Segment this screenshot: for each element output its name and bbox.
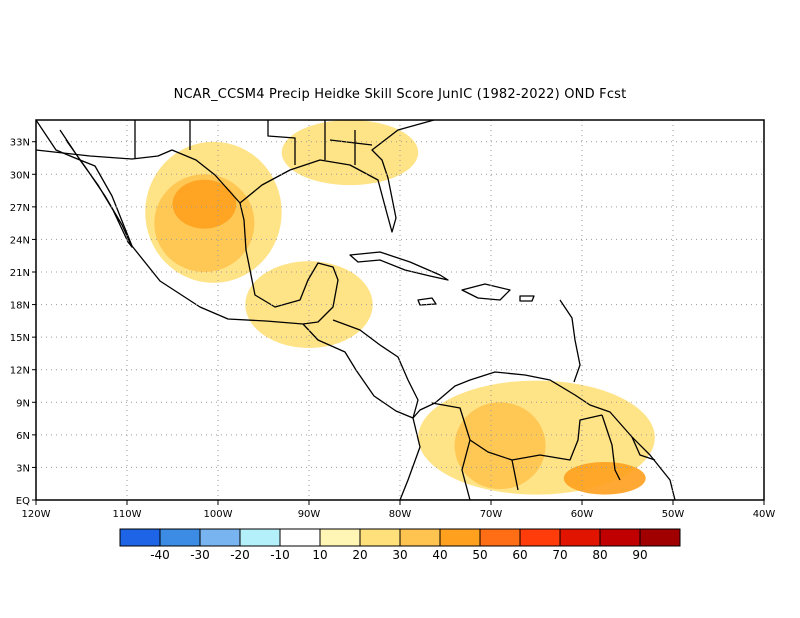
colorbar-box — [519, 528, 561, 547]
coastline-baja — [59, 129, 133, 248]
colorbar-label: 30 — [392, 548, 407, 562]
colorbar: -40 -30 -20 -10 10 20 30 40 50 60 70 80 90 — [119, 528, 681, 562]
colorbar-box — [159, 528, 201, 547]
axis-ticks: 120W 110W 100W 90W 80W 70W 60W 50W 40W EQ 3N 6N 9N 12… — [10, 138, 776, 520]
colorbar-box — [239, 528, 281, 547]
coastline-jamaica — [417, 297, 437, 306]
colorbar-label: -20 — [230, 548, 250, 562]
colorbar-label: 10 — [312, 548, 327, 562]
lon-tick-label: 80W — [389, 509, 412, 520]
gridlines — [36, 120, 764, 500]
lat-tick-label: 21N — [10, 268, 30, 279]
skill-region — [245, 261, 373, 349]
lon-tick-label: 100W — [204, 509, 233, 520]
lon-tick-label: 90W — [298, 509, 321, 520]
lon-tick-label: 50W — [662, 509, 685, 520]
colorbar-box — [559, 528, 601, 547]
border-us-states — [134, 120, 373, 165]
coastline-antilles — [559, 299, 581, 383]
lat-tick-label: 30N — [10, 170, 30, 181]
border-south-america — [431, 402, 656, 500]
border-us-mexico — [36, 149, 241, 204]
lat-tick-label: 3N — [16, 463, 30, 474]
coastlines — [36, 120, 676, 500]
skill-region — [172, 179, 237, 229]
colorbar-box — [399, 528, 441, 547]
colorbar-label: -30 — [190, 548, 210, 562]
colorbar-box — [599, 528, 641, 547]
skill-region — [454, 402, 546, 490]
colorbar-label: 90 — [632, 548, 647, 562]
lat-tick-label: 27N — [10, 203, 30, 214]
colorbar-box — [279, 528, 321, 547]
colorbar-label: -40 — [150, 548, 170, 562]
colorbar-label: -10 — [270, 548, 290, 562]
colorbar-label: 80 — [592, 548, 607, 562]
colorbar-box — [199, 528, 241, 547]
lat-tick-label: EQ — [16, 496, 30, 507]
skill-region — [563, 462, 646, 495]
lat-tick-label: 9N — [16, 398, 30, 409]
colorbar-box — [439, 528, 481, 547]
lon-tick-label: 70W — [480, 509, 503, 520]
lat-tick-label: 24N — [10, 235, 30, 246]
colorbar-label: 50 — [472, 548, 487, 562]
lat-tick-label: 18N — [10, 301, 30, 312]
colorbar-label: 70 — [552, 548, 567, 562]
colorbar-box — [479, 528, 521, 547]
colorbar-box — [359, 528, 401, 547]
page-title: NCAR_CCSM4 Precip Heidke Skill Score Jun… — [173, 87, 627, 102]
colorbar-label: 60 — [512, 548, 527, 562]
coastline-south-america — [399, 371, 676, 500]
coastline-puerto-rico — [519, 295, 535, 302]
coastline-north-america — [36, 120, 435, 325]
colorbar-box — [319, 528, 361, 547]
lat-tick-label: 6N — [16, 431, 30, 442]
lat-tick-label: 12N — [10, 366, 30, 377]
lon-tick-label: 110W — [113, 509, 142, 520]
coastline-hispaniola — [461, 283, 511, 301]
colorbar-label: 40 — [432, 548, 447, 562]
coastline-cuba — [349, 251, 449, 281]
lat-tick-label: 33N — [10, 138, 30, 149]
lat-tick-label: 15N — [10, 333, 30, 344]
lon-tick-label: 120W — [22, 509, 51, 520]
colorbar-box — [639, 528, 681, 547]
colorbar-label: 20 — [352, 548, 367, 562]
skill-region — [281, 120, 419, 186]
lon-tick-label: 40W — [753, 509, 776, 520]
skill-shading — [145, 120, 655, 495]
colorbar-box — [119, 528, 161, 547]
lon-tick-label: 60W — [571, 509, 594, 520]
